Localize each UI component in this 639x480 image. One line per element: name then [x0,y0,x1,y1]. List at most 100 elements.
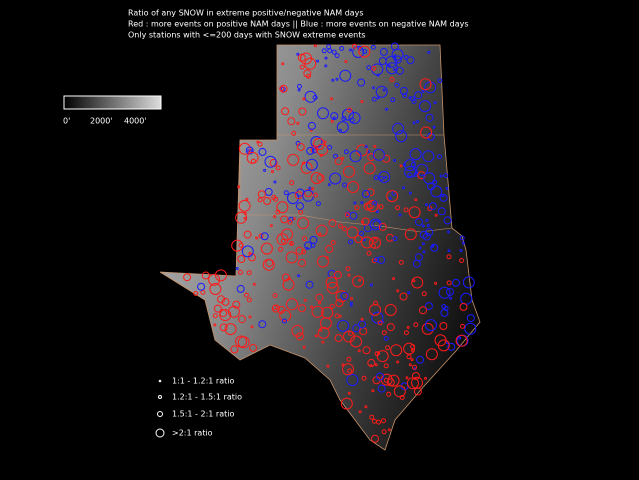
station-marker [375,210,379,214]
station-marker [329,172,342,185]
station-marker [347,391,351,395]
station-marker [393,385,406,398]
station-marker [399,164,403,168]
station-marker [328,219,337,228]
station-marker [378,204,384,210]
station-marker [430,185,443,198]
station-marker [414,91,423,100]
station-marker [245,146,254,155]
station-marker [349,48,352,52]
station-marker [395,130,408,143]
station-marker [379,47,388,56]
station-marker [257,190,266,199]
station-marker [369,364,373,368]
station-marker [310,136,323,148]
station-marker [273,196,279,202]
station-marker [387,374,400,387]
station-marker [273,180,277,184]
station-marker [374,351,380,357]
station-marker [193,291,199,296]
station-marker [369,414,375,420]
station-marker [296,143,305,151]
station-marker [372,200,378,206]
station-marker [360,317,364,321]
colorbar: 0' 2000' 4000' [63,95,162,126]
station-marker [440,308,449,317]
station-marker [318,301,322,305]
station-marker [414,198,418,202]
station-marker [353,201,357,205]
station-marker [433,101,437,105]
station-marker [382,88,386,92]
station-marker [299,64,305,70]
station-marker [335,290,348,303]
station-marker [390,344,403,357]
station-marker [275,165,281,171]
station-marker [362,49,368,54]
state-borders [239,134,453,233]
station-marker [425,218,429,222]
station-marker [230,345,239,354]
station-marker [347,107,353,113]
station-marker [243,230,252,239]
station-marker [343,165,355,178]
station-marker [334,157,343,166]
station-marker [393,54,397,58]
station-marker [243,216,247,220]
station-marker [372,238,378,243]
station-marker [257,197,263,203]
station-marker [327,48,333,54]
station-marker [281,107,290,116]
station-marker [424,203,428,207]
station-marker [385,345,390,351]
station-marker [321,340,325,344]
station-marker [341,156,345,160]
station-marker [338,314,342,318]
station-marker [434,213,438,217]
station-marker [300,52,313,65]
station-marker [370,44,376,50]
station-marker [390,97,396,103]
station-marker [413,387,422,396]
station-marker [327,144,333,150]
station-marker [432,179,438,185]
station-marker [281,228,294,241]
station-marker [360,201,364,205]
station-marker [447,342,456,351]
station-marker [348,112,361,124]
station-marker [361,236,373,249]
station-marker [289,180,295,186]
station-marker [396,289,400,293]
station-marker [398,259,404,265]
station-marker [387,64,391,68]
station-marker [272,293,278,298]
station-marker [369,236,381,249]
station-marker [422,232,431,241]
station-marker [349,301,353,305]
station-marker [325,245,334,253]
station-marker [377,255,386,264]
station-marker [294,191,303,200]
legend-label: >2:1 ratio [172,429,213,438]
station-marker [354,205,360,211]
station-marker [425,228,434,237]
station-marker [224,323,237,336]
station-marker [419,78,432,91]
station-marker [334,53,340,59]
station-marker [427,182,435,191]
station-marker [183,273,192,282]
station-marker [366,250,372,256]
station-marker [348,239,353,245]
station-marker [455,334,468,347]
station-marker [408,363,412,367]
station-marker [318,232,322,236]
station-marker [346,356,352,362]
station-marker [321,48,327,54]
station-marker [459,302,468,311]
station-marker [421,242,425,246]
station-marker [278,246,284,252]
station-marker [393,159,397,162]
station-marker [227,305,240,318]
station-marker [361,217,370,226]
station-marker [406,325,410,329]
